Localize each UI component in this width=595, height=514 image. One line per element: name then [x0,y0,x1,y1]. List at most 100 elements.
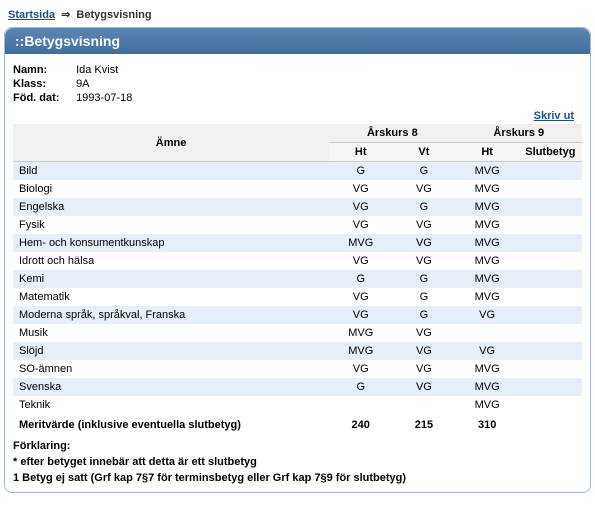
th-y9-ht: Ht [456,143,519,162]
cell-y8ht: G [329,270,392,288]
cell-final [519,396,582,414]
cell-subject: Kemi [13,270,329,288]
class-label: Klass: [13,78,73,90]
cell-subject: Hem- och konsumentkunskap [13,234,329,252]
merit-label: Meritvärde (inklusive eventuella slutbet… [13,414,329,434]
cell-final [519,342,582,360]
table-row: Hem- och konsumentkunskapMVGVGMVG [13,234,582,252]
cell-final [519,198,582,216]
merit-y9ht: 310 [456,414,519,434]
cell-y8vt: G [392,288,455,306]
cell-final [519,270,582,288]
table-row: KemiGGMVG [13,270,582,288]
grades-table: Ämne Årskurs 8 Årskurs 9 Ht Vt Ht Slutbe… [13,124,582,434]
cell-y9ht: MVG [456,198,519,216]
table-row: BiologiVGVGMVG [13,180,582,198]
th-year8: Årskurs 8 [329,124,455,143]
cell-y8vt: VG [392,378,455,396]
th-y8-ht: Ht [329,143,392,162]
cell-final [519,306,582,324]
explain-heading: Förklaring: [13,440,582,452]
table-row: MusikMVGVG [13,324,582,342]
cell-subject: Matematik [13,288,329,306]
unset-note: 1 Betyg ej satt (Grf kap 7§7 för termins… [13,472,582,484]
cell-final [519,162,582,181]
cell-y8vt: VG [392,342,455,360]
cell-y8vt: VG [392,252,455,270]
cell-subject: Idrott och hälsa [13,252,329,270]
class-value: 9A [76,78,89,90]
student-class-row: Klass: 9A [13,78,582,90]
print-link[interactable]: Skriv ut [534,110,574,122]
student-dob-row: Föd. dat: 1993-07-18 [13,92,582,104]
cell-y8ht: VG [329,252,392,270]
cell-y9ht: MVG [456,360,519,378]
th-year9: Årskurs 9 [456,124,582,143]
name-label: Namn: [13,64,73,76]
breadcrumb-home-link[interactable]: Startsida [8,9,55,21]
student-name-row: Namn: Ida Kvist [13,64,582,76]
dob-label: Föd. dat: [13,92,73,104]
cell-y9ht: MVG [456,216,519,234]
cell-y8ht: VG [329,306,392,324]
cell-subject: Teknik [13,396,329,414]
cell-y9ht: MVG [456,396,519,414]
cell-final [519,234,582,252]
cell-y9ht: MVG [456,378,519,396]
cell-y9ht: MVG [456,162,519,181]
cell-subject: Engelska [13,198,329,216]
cell-subject: Fysik [13,216,329,234]
merit-final [519,414,582,434]
cell-subject: Biologi [13,180,329,198]
table-row: Idrott och hälsaVGVGMVG [13,252,582,270]
merit-row: Meritvärde (inklusive eventuella slutbet… [13,414,582,434]
cell-y8vt: G [392,198,455,216]
cell-y8ht: G [329,162,392,181]
dob-value: 1993-07-18 [76,92,132,104]
cell-y9ht: MVG [456,270,519,288]
cell-final [519,360,582,378]
cell-y9ht: MVG [456,252,519,270]
th-y9-final: Slutbetyg [519,143,582,162]
cell-y8vt: VG [392,234,455,252]
cell-y9ht: MVG [456,234,519,252]
cell-y8ht: VG [329,216,392,234]
cell-y9ht: VG [456,342,519,360]
cell-y8vt: VG [392,360,455,378]
grades-panel: ::Betygsvisning Namn: Ida Kvist Klass: 9… [4,27,591,493]
cell-y8vt: VG [392,324,455,342]
cell-final [519,216,582,234]
cell-y8vt [392,396,455,414]
th-subject: Ämne [13,124,329,162]
table-row: BildGGMVG [13,162,582,181]
cell-subject: Slöjd [13,342,329,360]
table-row: Teknik MVG [13,396,582,414]
cell-y9ht: VG [456,306,519,324]
th-y8-vt: Vt [392,143,455,162]
cell-y8ht: VG [329,180,392,198]
name-value: Ida Kvist [76,64,118,76]
cell-final [519,252,582,270]
merit-y8ht: 240 [329,414,392,434]
cell-y8ht: MVG [329,234,392,252]
cell-subject: Svenska [13,378,329,396]
table-row: EngelskaVGGMVG [13,198,582,216]
table-row: SO-ämnenVGVGMVG [13,360,582,378]
cell-y8ht: VG [329,198,392,216]
table-row: SlöjdMVGVGVG [13,342,582,360]
cell-subject: Moderna språk, språkval, Franska [13,306,329,324]
table-row: FysikVGVGMVG [13,216,582,234]
panel-title: ::Betygsvisning [5,28,590,54]
cell-final [519,378,582,396]
cell-final [519,324,582,342]
cell-y8vt: G [392,270,455,288]
print-link-wrap: Skriv ut [13,110,582,122]
cell-y8vt: G [392,162,455,181]
cell-y9ht: MVG [456,288,519,306]
cell-y8vt: G [392,306,455,324]
breadcrumb-current: Betygsvisning [76,9,151,21]
panel-body: Namn: Ida Kvist Klass: 9A Föd. dat: 1993… [5,54,590,492]
cell-subject: SO-ämnen [13,360,329,378]
cell-subject: Musik [13,324,329,342]
cell-y8ht: VG [329,360,392,378]
